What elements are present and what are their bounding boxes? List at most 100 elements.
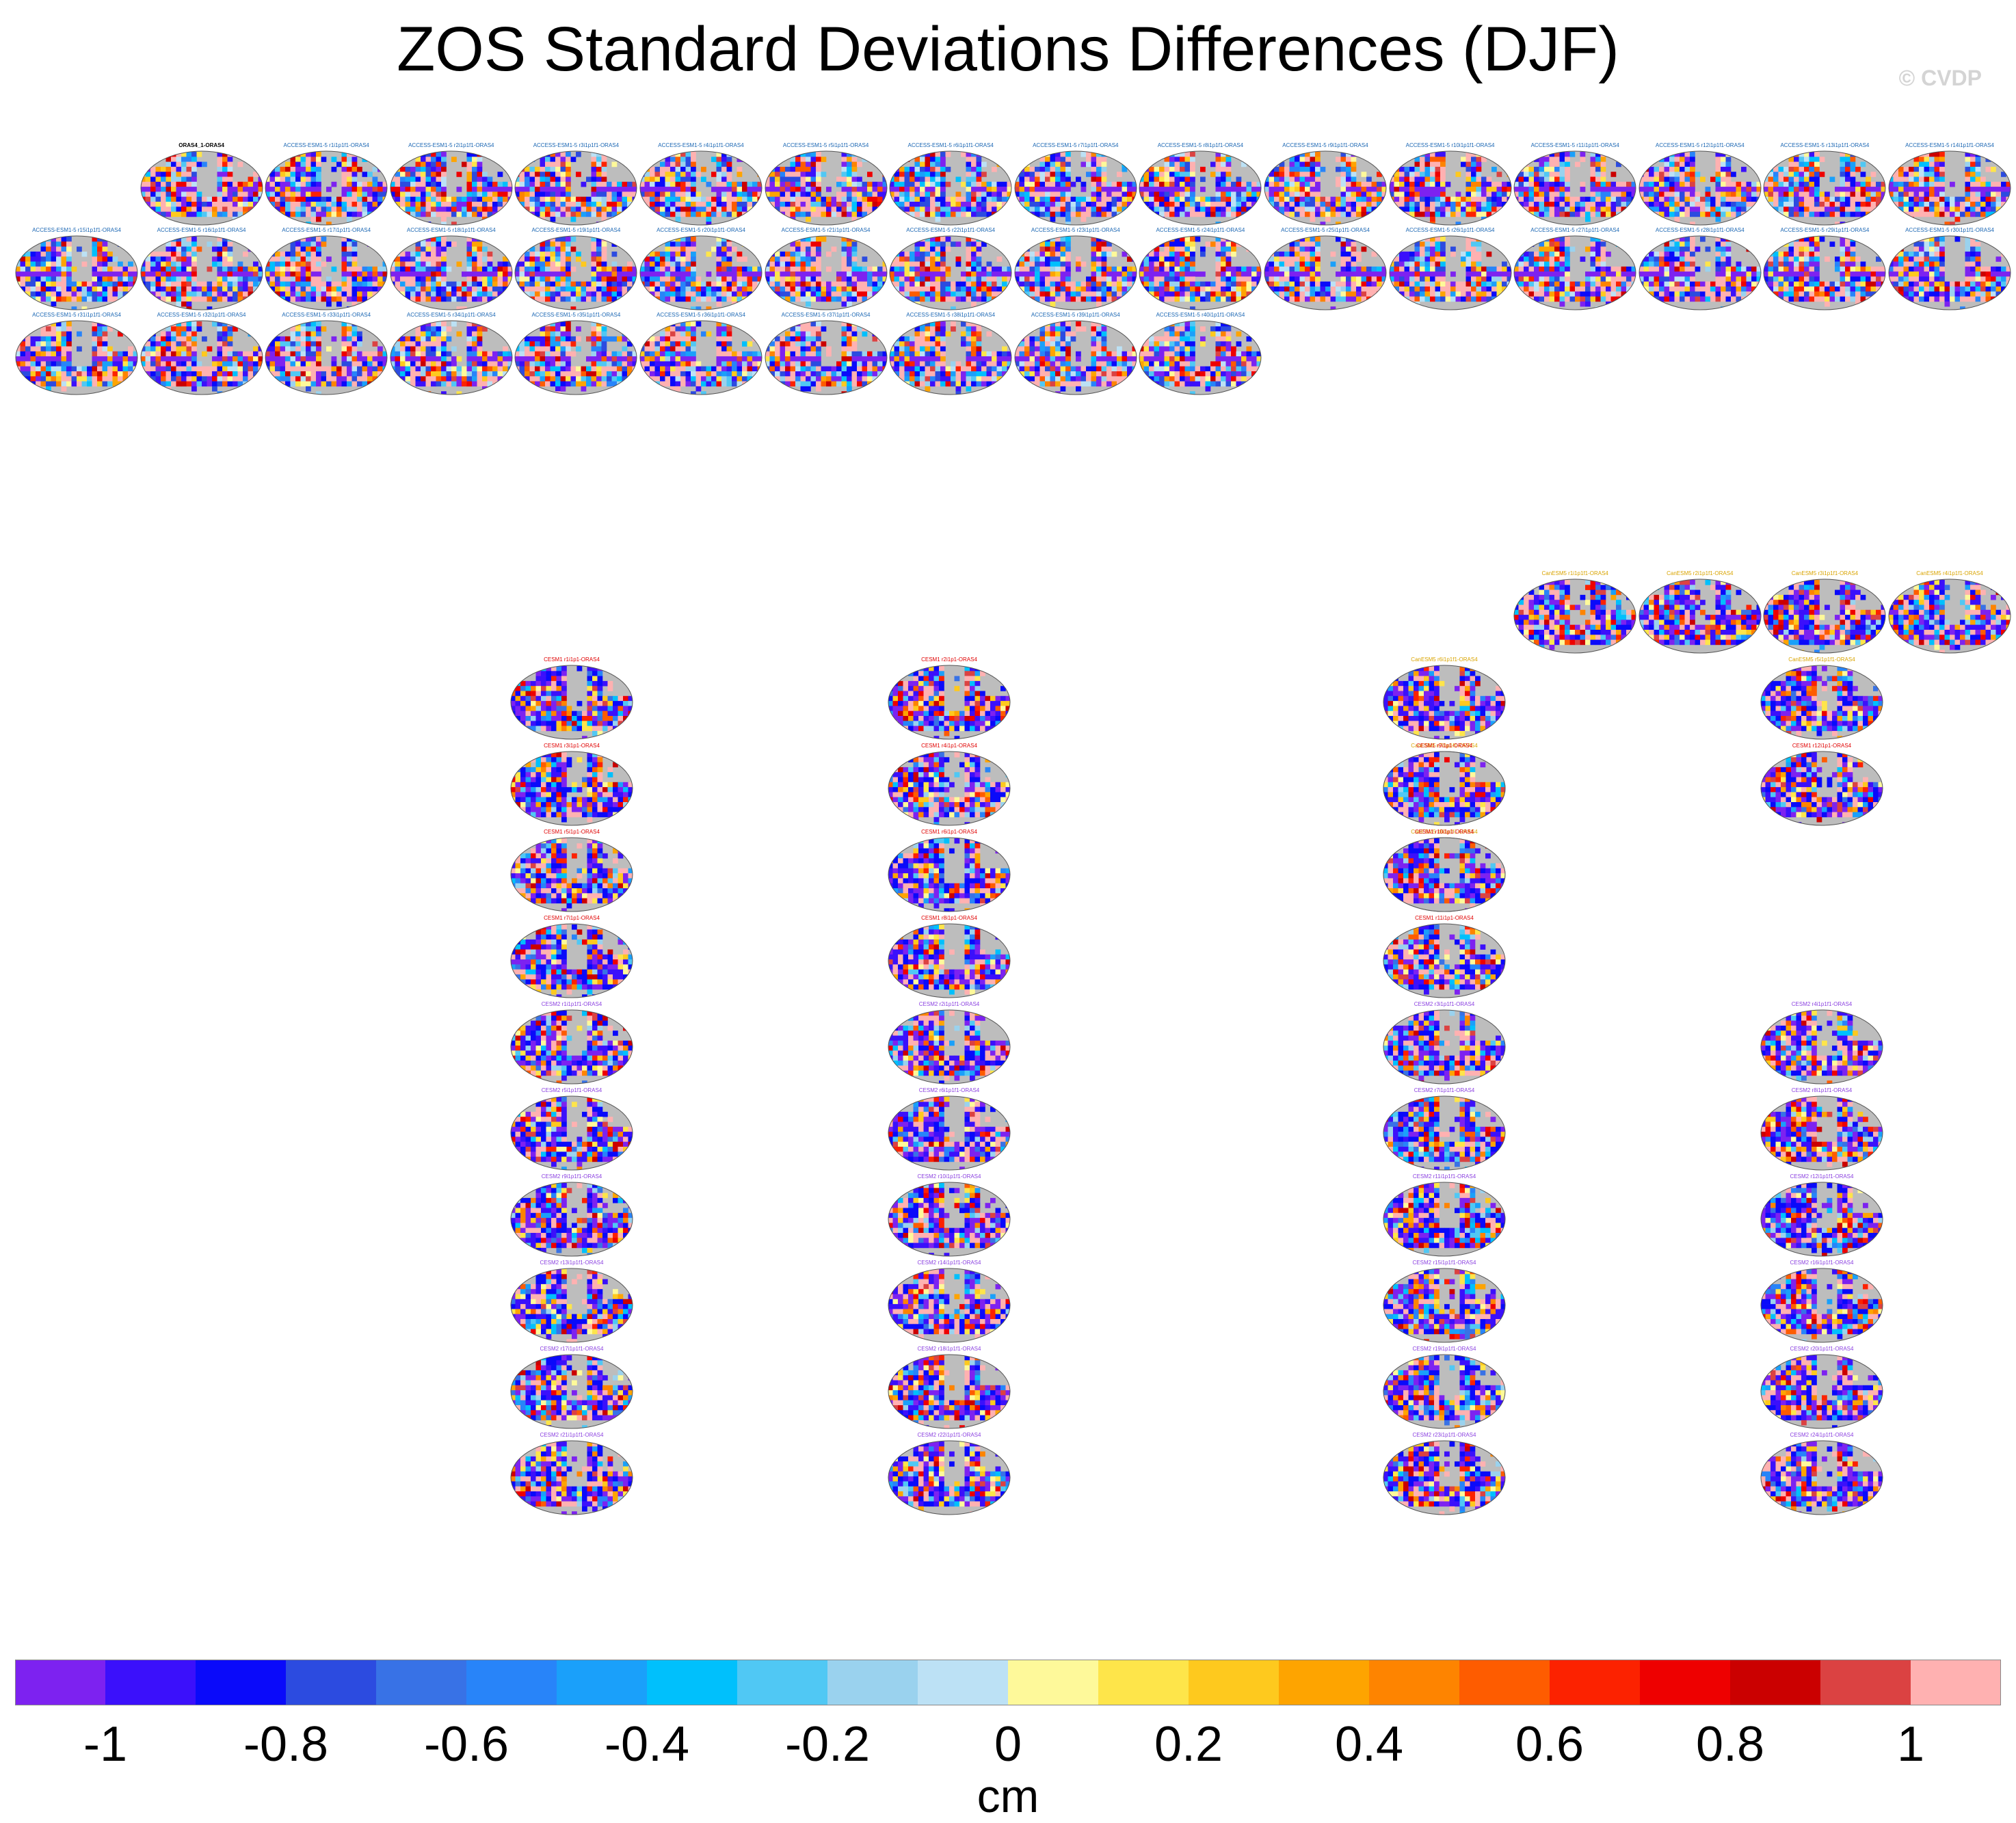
colorbar-bin: [376, 1660, 467, 1705]
panel-title: CESM2 r5i1p1f1-ORAS4: [503, 1087, 640, 1094]
map-plot: [1760, 1268, 1883, 1343]
colorbar-tick-label: 0.2: [1154, 1716, 1223, 1772]
colorbar-bin: [918, 1660, 1009, 1705]
map-plot: [510, 837, 633, 912]
colorbar-bin: [286, 1660, 377, 1705]
map-plot: [888, 1182, 1011, 1257]
map-panel: ACCESS-ESM1-5 r22i1p1f1-ORAS4: [889, 227, 1012, 310]
map-plot: [888, 1095, 1011, 1171]
map-panel: CanESM5 r1i1p1f1-ORAS4: [1513, 570, 1636, 654]
map-panel: ACCESS-ESM1-5 r18i1p1f1-ORAS4: [390, 227, 513, 310]
map-plot: [888, 1440, 1011, 1515]
panel-title: ACCESS-ESM1-5 r4i1p1f1-ORAS4: [633, 142, 769, 149]
panel-title: CESM2 r13i1p1f1-ORAS4: [503, 1260, 640, 1266]
panel-title: CESM2 r3i1p1f1-ORAS4: [1376, 1001, 1513, 1008]
panel-title: CanESM5 r2i1p1f1-ORAS4: [1632, 570, 1768, 577]
colorbar-bin: [1459, 1660, 1550, 1705]
map-panel: CESM2 r20i1p1f1-ORAS4: [1760, 1346, 1883, 1429]
map-plot: [510, 751, 633, 826]
panel-title: CESM2 r24i1p1f1-ORAS4: [1753, 1432, 1890, 1439]
map-panel: ACCESS-ESM1-5 r34i1p1f1-ORAS4: [390, 312, 513, 395]
map-panel: ACCESS-ESM1-5 r1i1p1f1-ORAS4: [265, 142, 388, 226]
map-plot: [15, 235, 138, 310]
map-panel: ACCESS-ESM1-5 r10i1p1f1-ORAS4: [1389, 142, 1512, 226]
map-plot: [639, 320, 762, 395]
map-plot: [1383, 837, 1506, 912]
panel-title: CESM2 r7i1p1f1-ORAS4: [1376, 1087, 1513, 1094]
map-panel: ACCESS-ESM1-5 r9i1p1f1-ORAS4: [1264, 142, 1387, 226]
map-panel: ACCESS-ESM1-5 r25i1p1f1-ORAS4: [1264, 227, 1387, 310]
map-panel: CESM1 r1i1p1-ORAS4: [510, 656, 633, 740]
map-panel: ACCESS-ESM1-5 r2i1p1f1-ORAS4: [390, 142, 513, 226]
map-plot: [265, 235, 388, 310]
colorbar-tick-label: 1: [1897, 1716, 1924, 1772]
panel-title: ACCESS-ESM1-5 r24i1p1f1-ORAS4: [1132, 227, 1269, 234]
map-plot: [1760, 665, 1883, 740]
panel-title: ACCESS-ESM1-5 r2i1p1f1-ORAS4: [383, 142, 520, 149]
map-plot: [1760, 1354, 1883, 1429]
colorbar-tick-label: 0.6: [1515, 1716, 1584, 1772]
colorbar-bin: [1820, 1660, 1911, 1705]
panel-title: CESM2 r19i1p1f1-ORAS4: [1376, 1346, 1513, 1353]
colorbar-bin: [15, 1660, 106, 1705]
panel-title: CESM1 r7i1p1-ORAS4: [503, 915, 640, 922]
map-panel: CESM1 r8i1p1-ORAS4: [888, 915, 1011, 998]
map-plot: [889, 235, 1012, 310]
map-plot: [1639, 150, 1762, 226]
map-panel: CESM2 r7i1p1f1-ORAS4: [1383, 1087, 1506, 1171]
panel-title: ACCESS-ESM1-5 r21i1p1f1-ORAS4: [758, 227, 894, 234]
panel-title: ACCESS-ESM1-5 r12i1p1f1-ORAS4: [1632, 142, 1768, 149]
panel-title: CESM2 r2i1p1f1-ORAS4: [881, 1001, 1018, 1008]
map-panel: CESM2 r9i1p1f1-ORAS4: [510, 1173, 633, 1257]
panel-title: ACCESS-ESM1-5 r38i1p1f1-ORAS4: [882, 312, 1019, 319]
map-panel: CESM2 r15i1p1f1-ORAS4: [1383, 1260, 1506, 1343]
map-panel: CESM1 r5i1p1-ORAS4: [510, 829, 633, 912]
map-panel: ACCESS-ESM1-5 r5i1p1f1-ORAS4: [765, 142, 888, 226]
map-panel: CESM2 r24i1p1f1-ORAS4: [1760, 1432, 1883, 1515]
map-panel: ACCESS-ESM1-5 r32i1p1f1-ORAS4: [140, 312, 263, 395]
map-panel: CESM2 r13i1p1f1-ORAS4: [510, 1260, 633, 1343]
map-plot: [1383, 1354, 1506, 1429]
map-panel: CESM2 r12i1p1f1-ORAS4: [1760, 1173, 1883, 1257]
panel-title: CESM1 r8i1p1-ORAS4: [881, 915, 1018, 922]
map-plot: [514, 150, 637, 226]
panel-title: CESM2 r8i1p1f1-ORAS4: [1753, 1087, 1890, 1094]
panel-title: ACCESS-ESM1-5 r33i1p1f1-ORAS4: [258, 312, 395, 319]
colorbar-bin: [737, 1660, 828, 1705]
map-panel: ACCESS-ESM1-5 r4i1p1f1-ORAS4: [639, 142, 762, 226]
map-panel: ACCESS-ESM1-5 r11i1p1f1-ORAS4: [1513, 142, 1636, 226]
panel-title: CESM2 r21i1p1f1-ORAS4: [503, 1432, 640, 1439]
panel-title: ACCESS-ESM1-5 r18i1p1f1-ORAS4: [383, 227, 520, 234]
colorbar-bin: [1279, 1660, 1370, 1705]
map-panel: ACCESS-ESM1-5 r40i1p1f1-ORAS4: [1139, 312, 1262, 395]
colorbar-bin: [1369, 1660, 1460, 1705]
panel-title: CESM1 r6i1p1-ORAS4: [881, 829, 1018, 836]
map-panel: CESM2 r3i1p1f1-ORAS4: [1383, 1001, 1506, 1085]
map-plot: [1760, 1009, 1883, 1085]
panel-title: ACCESS-ESM1-5 r22i1p1f1-ORAS4: [882, 227, 1019, 234]
map-plot: [390, 320, 513, 395]
map-plot: [1763, 578, 1886, 654]
panel-title: CESM1 r1i1p1-ORAS4: [503, 656, 640, 663]
map-plot: [1014, 150, 1137, 226]
map-panel: CESM2 r17i1p1f1-ORAS4: [510, 1346, 633, 1429]
colorbar-tick-label: -0.2: [785, 1716, 870, 1772]
panel-title: ACCESS-ESM1-5 r31i1p1f1-ORAS4: [8, 312, 145, 319]
map-plot: [1763, 150, 1886, 226]
colorbar-bin: [1640, 1660, 1731, 1705]
panel-title: ACCESS-ESM1-5 r27i1p1f1-ORAS4: [1507, 227, 1643, 234]
panel-title: ACCESS-ESM1-5 r10i1p1f1-ORAS4: [1382, 142, 1519, 149]
map-panel: CESM2 r6i1p1f1-ORAS4: [888, 1087, 1011, 1171]
panel-title: ACCESS-ESM1-5 r35i1p1f1-ORAS4: [507, 312, 644, 319]
map-plot: [888, 837, 1011, 912]
panel-title: ACCESS-ESM1-5 r36i1p1f1-ORAS4: [633, 312, 769, 319]
map-plot: [1383, 1095, 1506, 1171]
map-plot: [1139, 320, 1262, 395]
colorbar-bin: [466, 1660, 557, 1705]
map-plot: [1383, 1440, 1506, 1515]
map-panel: CanESM5 r5i1p1f1-ORAS4: [1760, 656, 1883, 740]
map-panel: CESM2 r8i1p1f1-ORAS4: [1760, 1087, 1883, 1171]
colorbar-bin: [1008, 1660, 1099, 1705]
panel-title: CESM2 r15i1p1f1-ORAS4: [1376, 1260, 1513, 1266]
map-plot: [1389, 235, 1512, 310]
